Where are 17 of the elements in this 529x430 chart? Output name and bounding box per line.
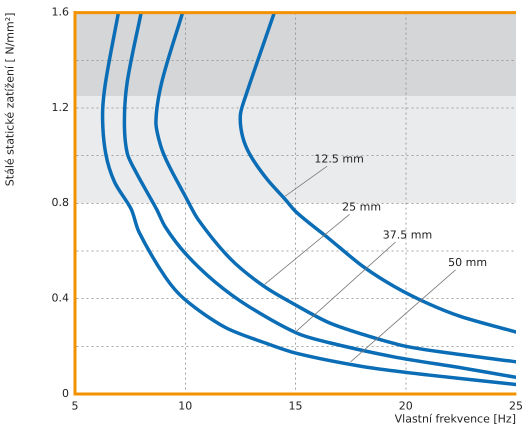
x-tick-label: 5 [72,399,78,412]
y-tick-label: 1.2 [52,100,69,114]
x-tick-label: 25 [509,399,523,412]
x-tick-label: 15 [288,399,302,412]
y-axis-title: Stálé statické zatížení [ N/mm²] [3,12,16,186]
y-tick-label: 0.4 [52,292,69,305]
x-tick-label: 20 [398,399,413,412]
y-tick-label: 0.8 [52,196,69,210]
y-tick-label: 0 [62,386,69,400]
y-tick-label: 1.6 [52,5,69,18]
annotation: 12.5 mm [314,152,364,166]
annotation: 50 mm [448,256,488,270]
annotation: 37.5 mm [382,228,432,242]
annotation: 25 mm [342,200,382,214]
line-series [238,12,516,334]
x-axis-title: Vlastní frekvence [Hz] [394,412,516,426]
x-tick-label: 10 [178,399,192,412]
